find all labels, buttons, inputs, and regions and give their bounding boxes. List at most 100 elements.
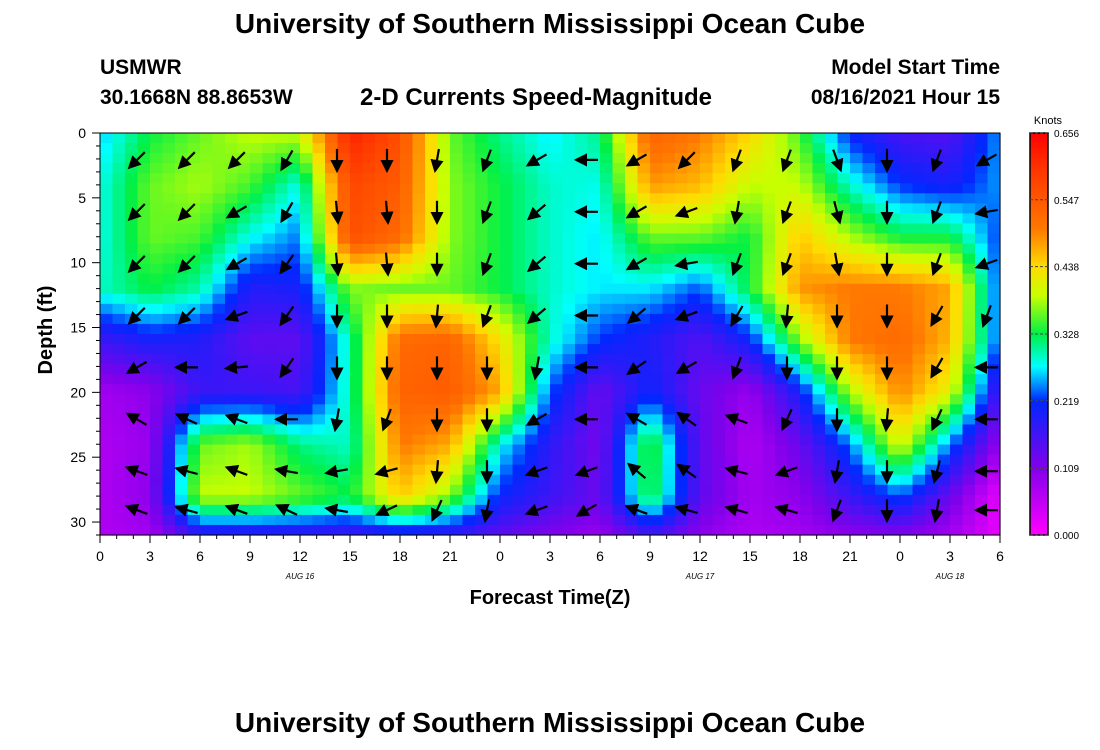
heatmap-cell [350, 344, 364, 355]
heatmap-cell [175, 364, 189, 375]
heatmap-cell [512, 524, 526, 536]
heatmap-cell [612, 193, 626, 204]
heatmap-cell [875, 434, 889, 446]
heatmap-cell [375, 183, 389, 194]
heatmap-cell [825, 163, 839, 174]
heatmap-cell [375, 474, 389, 486]
heatmap-cell [825, 263, 839, 275]
heatmap-cell [137, 344, 151, 355]
heatmap-cell [337, 494, 351, 506]
heatmap-cell [512, 173, 526, 184]
heatmap-cell [762, 253, 776, 265]
heatmap-cell [900, 394, 914, 405]
heatmap-cell [862, 414, 876, 426]
heatmap-cell [800, 384, 814, 395]
heatmap-cell [900, 173, 914, 184]
heatmap-cell [625, 364, 639, 375]
heatmap-cell [800, 323, 814, 335]
heatmap-cell [650, 193, 664, 204]
heatmap-cell [862, 203, 876, 214]
heatmap-cell [225, 474, 239, 486]
heatmap-cell [387, 233, 401, 245]
heatmap-cell [587, 273, 601, 285]
current-vector-arrow [124, 464, 148, 478]
heatmap-cell [187, 414, 201, 426]
heatmap-cell [837, 394, 851, 405]
heatmap-cell [150, 334, 164, 345]
heatmap-cell [812, 384, 826, 395]
heatmap-cell [862, 444, 876, 456]
heatmap-cell [800, 203, 814, 214]
heatmap-cell [400, 283, 414, 295]
heatmap-cell [875, 344, 889, 355]
heatmap-cell [900, 283, 914, 295]
heatmap-cell [750, 344, 764, 355]
heatmap-cell [825, 203, 839, 214]
heatmap-cell [487, 414, 501, 426]
heatmap-cell [975, 273, 989, 285]
heatmap-cell [750, 404, 764, 415]
heatmap-cell [375, 394, 389, 405]
heatmap-cell [212, 484, 226, 496]
current-vector-arrow [526, 307, 547, 325]
heatmap-cell [737, 344, 751, 355]
heatmap-cell [300, 193, 314, 204]
heatmap-cell [300, 233, 314, 245]
heatmap-cell [850, 173, 864, 184]
heatmap-cell [887, 293, 901, 305]
heatmap-cell [175, 434, 189, 446]
heatmap-cell [687, 364, 701, 375]
heatmap-cell [900, 374, 914, 385]
heatmap-cell [300, 293, 314, 305]
heatmap-cell [537, 263, 551, 275]
heatmap-cell [237, 293, 251, 305]
heatmap-cell [300, 354, 314, 365]
heatmap-cell [150, 374, 164, 385]
heatmap-cell [275, 143, 289, 154]
heatmap-cell [375, 133, 389, 144]
current-vector-arrow [280, 149, 294, 172]
heatmap-cell [337, 303, 351, 315]
heatmap-cell [500, 424, 514, 436]
heatmap-cell [700, 263, 714, 275]
heatmap-cell [712, 474, 726, 486]
heatmap-cell [575, 384, 589, 395]
heatmap-cell [675, 173, 689, 184]
heatmap-cell [987, 354, 1001, 365]
heatmap-cell [212, 163, 226, 174]
heatmap-cell [587, 344, 601, 355]
heatmap-cell [837, 504, 851, 516]
heatmap-cell [675, 253, 689, 265]
current-vector-arrow [225, 205, 248, 219]
heatmap-cell [450, 253, 464, 265]
heatmap-cell [525, 524, 539, 536]
heatmap-cell [650, 354, 664, 365]
heatmap-cell [150, 454, 164, 466]
heatmap-cell [600, 444, 614, 456]
heatmap-cell [150, 303, 164, 315]
heatmap-cell [587, 484, 601, 496]
heatmap-cell [475, 143, 489, 154]
heatmap-cell [462, 524, 476, 536]
heatmap-cell [325, 203, 339, 214]
heatmap-cell [850, 484, 864, 496]
heatmap-cell [662, 514, 676, 526]
heatmap-cell [700, 283, 714, 295]
heatmap-cell [850, 364, 864, 375]
heatmap-cell [187, 273, 201, 285]
heatmap-cell [912, 183, 926, 194]
heatmap-cell [300, 223, 314, 235]
heatmap-cell [962, 213, 976, 225]
current-vector-arrow [930, 252, 944, 277]
current-vector-arrow [125, 360, 148, 375]
current-vector-arrow [127, 203, 146, 222]
heatmap-cell [287, 344, 301, 355]
heatmap-cell [712, 213, 726, 225]
heatmap-cell [812, 364, 826, 375]
heatmap-cell [912, 143, 926, 154]
heatmap-cell [337, 143, 351, 154]
heatmap-cell [100, 203, 114, 214]
heatmap-cell [875, 183, 889, 194]
heatmap-cell [437, 374, 451, 385]
current-vector-arrow [279, 305, 295, 327]
